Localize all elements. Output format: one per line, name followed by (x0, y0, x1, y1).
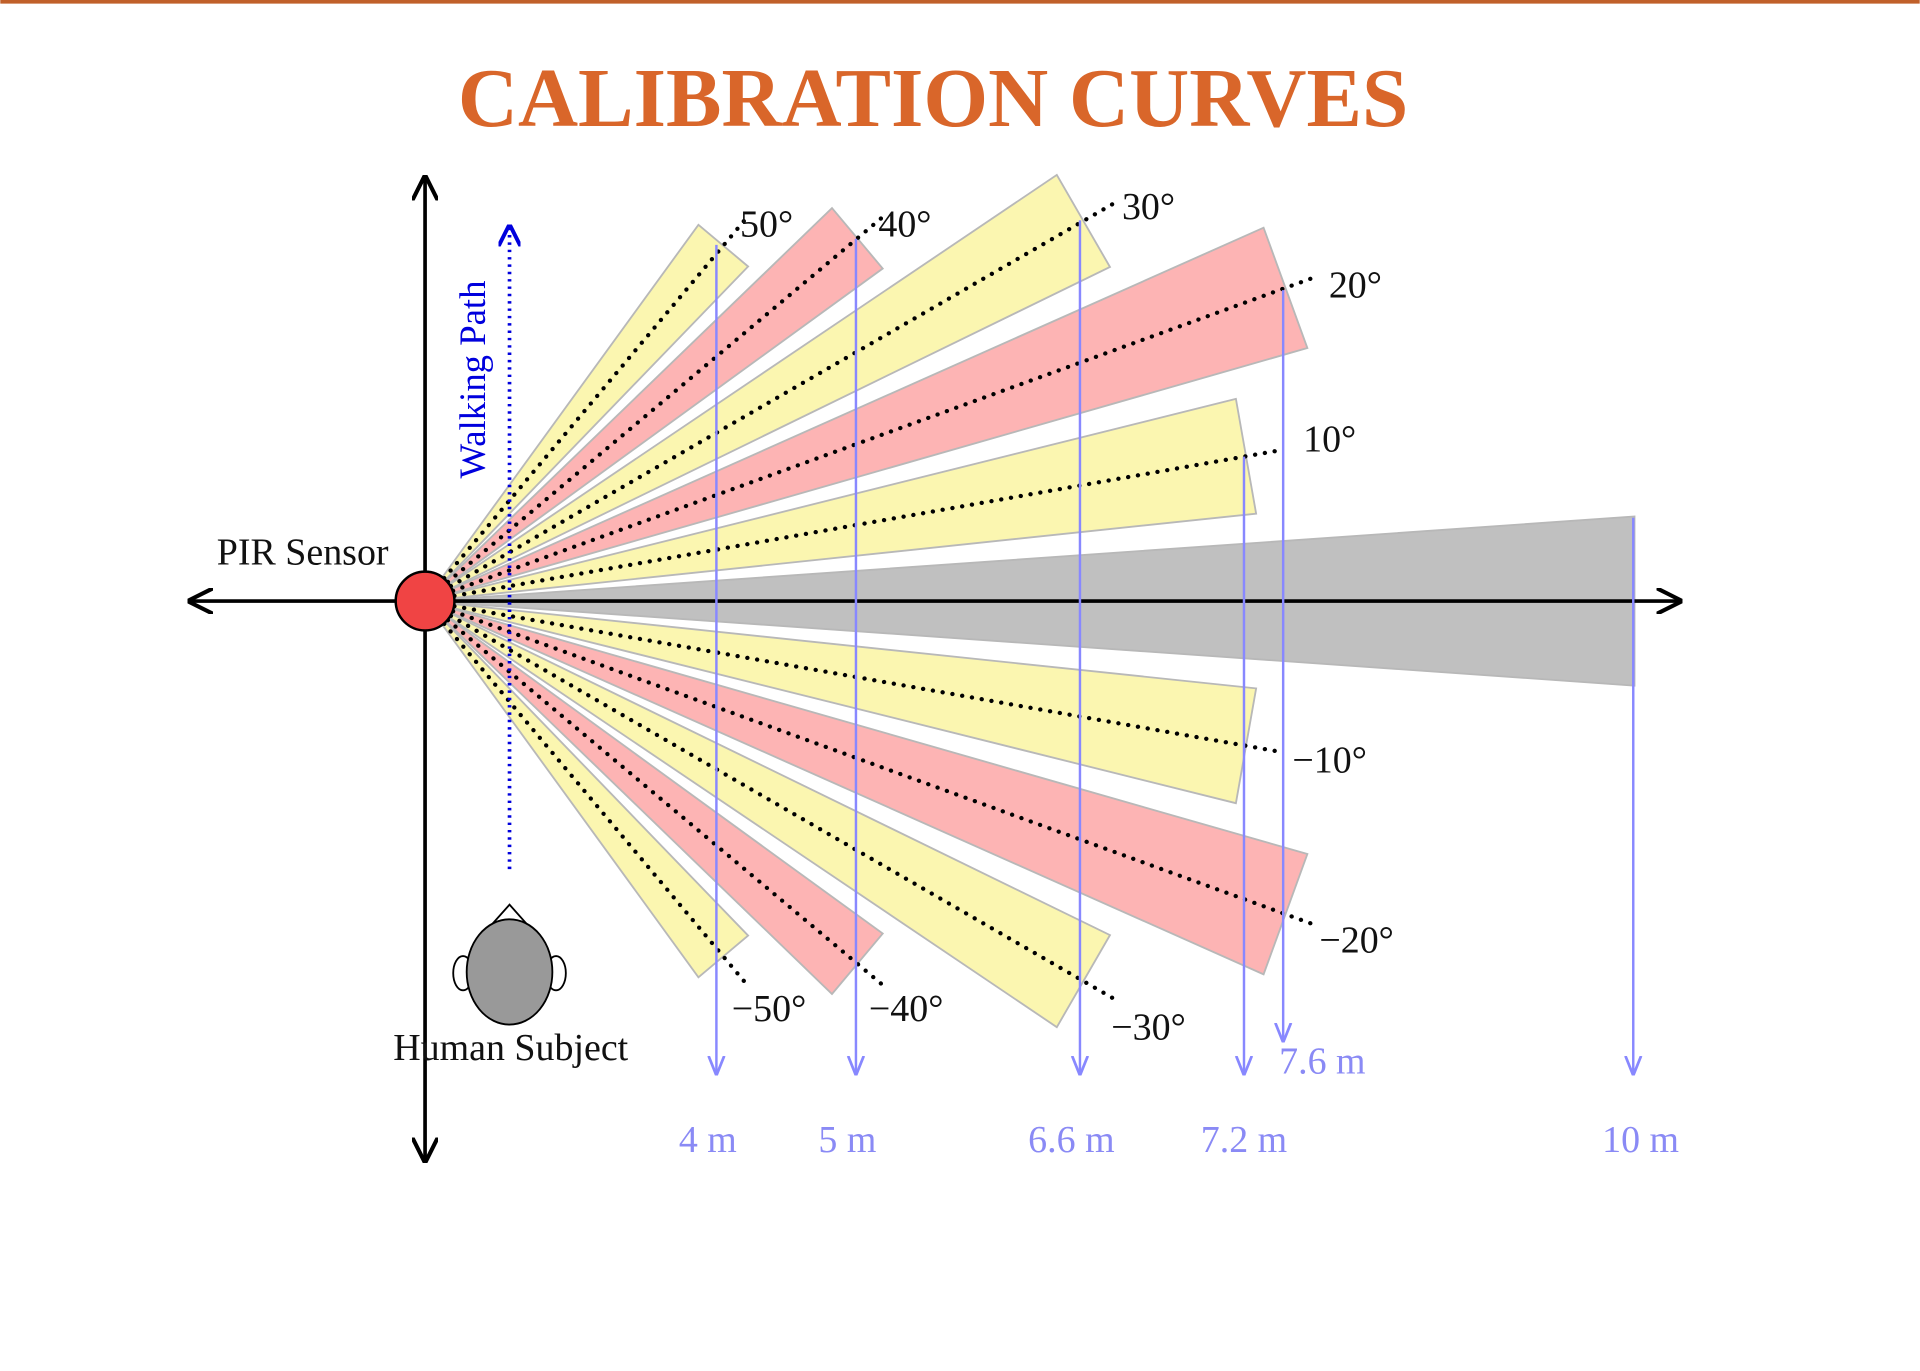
distance-label: 6.6 m (1028, 1119, 1114, 1161)
pir-sensor (394, 570, 456, 632)
beam-centerline (422, 598, 1282, 754)
title: CALIBRATION CURVES (458, 53, 1408, 145)
angle-label: −40° (869, 988, 944, 1030)
beams (422, 173, 1636, 1029)
beam (424, 600, 1309, 976)
beam-centerline (422, 201, 1116, 604)
beam (424, 600, 1112, 1029)
distance-label: 7.6 m (1279, 1041, 1365, 1083)
angle-label: −20° (1319, 919, 1394, 961)
distance-label: 7.2 m (1201, 1119, 1287, 1161)
subject-label: Human Subject (393, 1027, 628, 1069)
distance-label: 5 m (818, 1119, 876, 1161)
beam-centerline (422, 598, 748, 985)
beam-centerline (422, 214, 886, 604)
walking-path-label: Walking Path (452, 280, 493, 478)
distance-label: 4 m (679, 1119, 737, 1161)
beam-centerline (422, 448, 1282, 604)
angle-label: 30° (1122, 186, 1175, 228)
beam-centerline (422, 598, 886, 988)
angle-label: 20° (1329, 264, 1382, 306)
distance-label: 10 m (1602, 1119, 1679, 1161)
angle-label: −50° (732, 988, 807, 1030)
beam-centerline (422, 598, 1116, 1001)
human-subject-icon (452, 903, 567, 1026)
angle-label: 10° (1303, 419, 1356, 461)
beam (424, 173, 1112, 602)
beam-centerline (422, 274, 1320, 604)
beam-centerline (422, 217, 748, 604)
beam-centerline (422, 598, 1320, 929)
distance-markers: 4 m 5 m 6.6 m 7.2 m 7.6 m 10 m (679, 220, 1679, 1161)
sensor-label: PIR Sensor (217, 531, 389, 573)
angle-label: 40° (878, 203, 931, 245)
angle-label: −10° (1292, 739, 1367, 781)
beam (424, 226, 1309, 602)
angle-label: 50° (740, 203, 793, 245)
angle-labels: 50° 40° 30° 20° 10° −10° −20° −30° −40° −50° (732, 186, 1394, 1048)
angle-label: −30° (1111, 1006, 1186, 1048)
